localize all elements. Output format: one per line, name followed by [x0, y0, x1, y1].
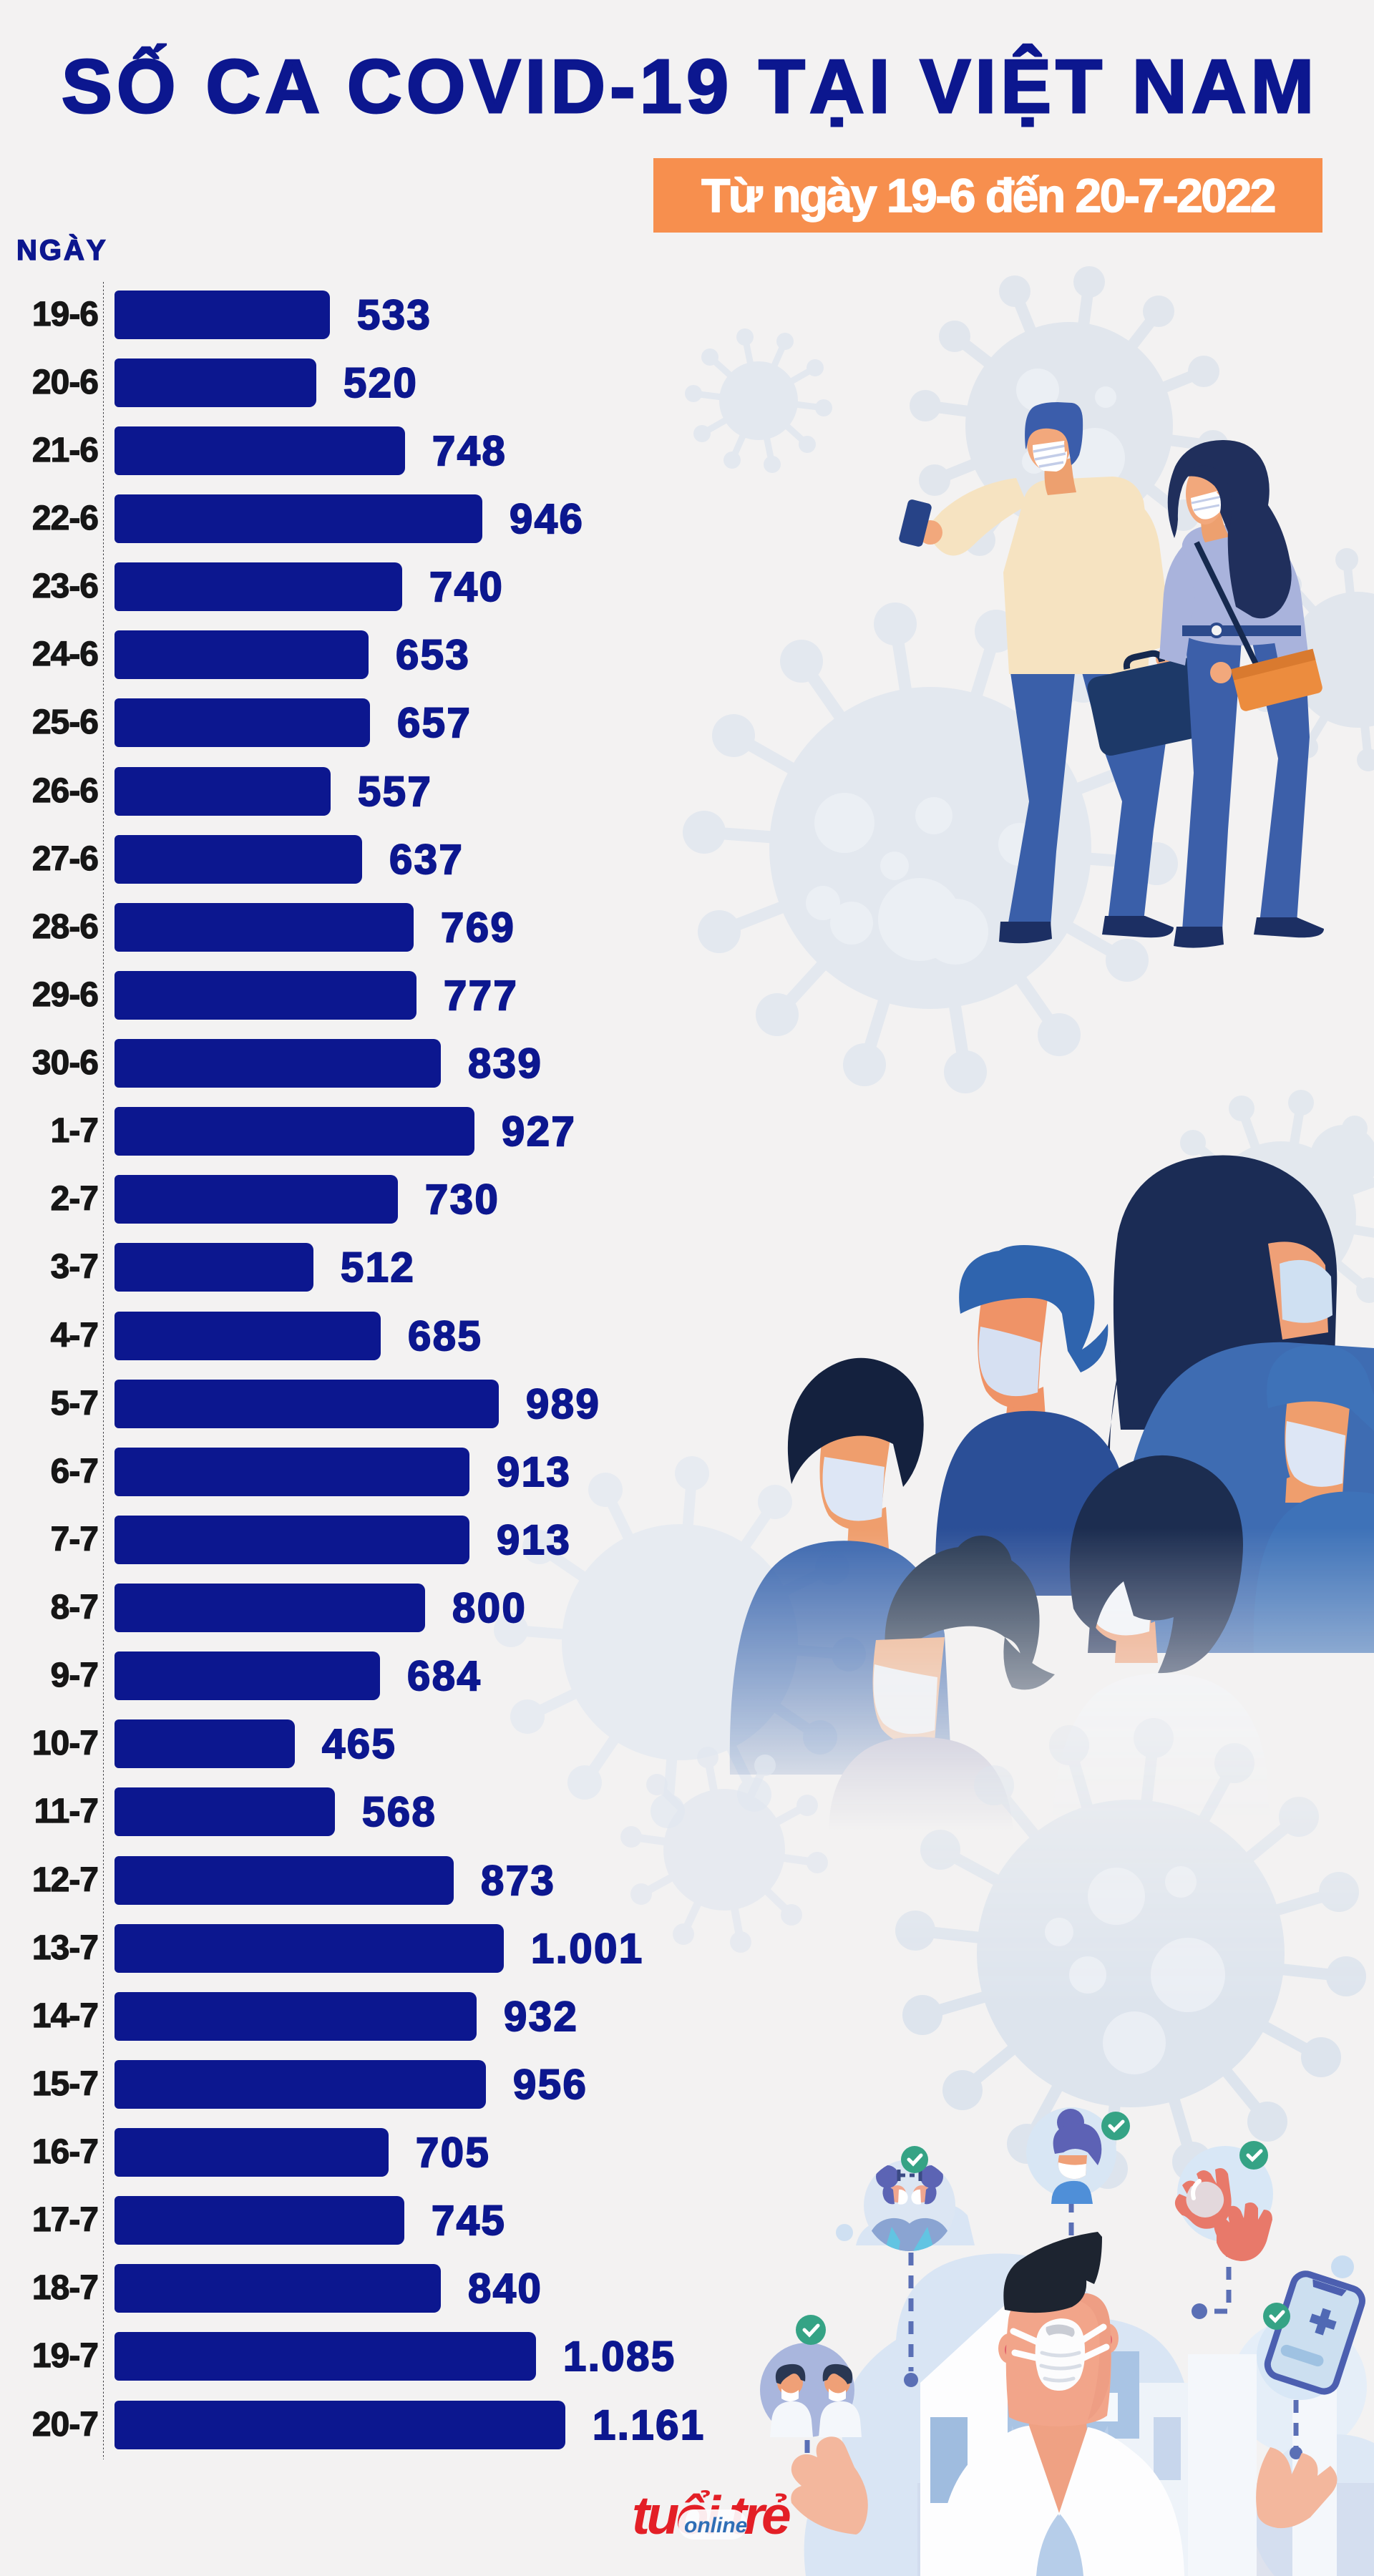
svg-text:online: online: [684, 2514, 747, 2537]
